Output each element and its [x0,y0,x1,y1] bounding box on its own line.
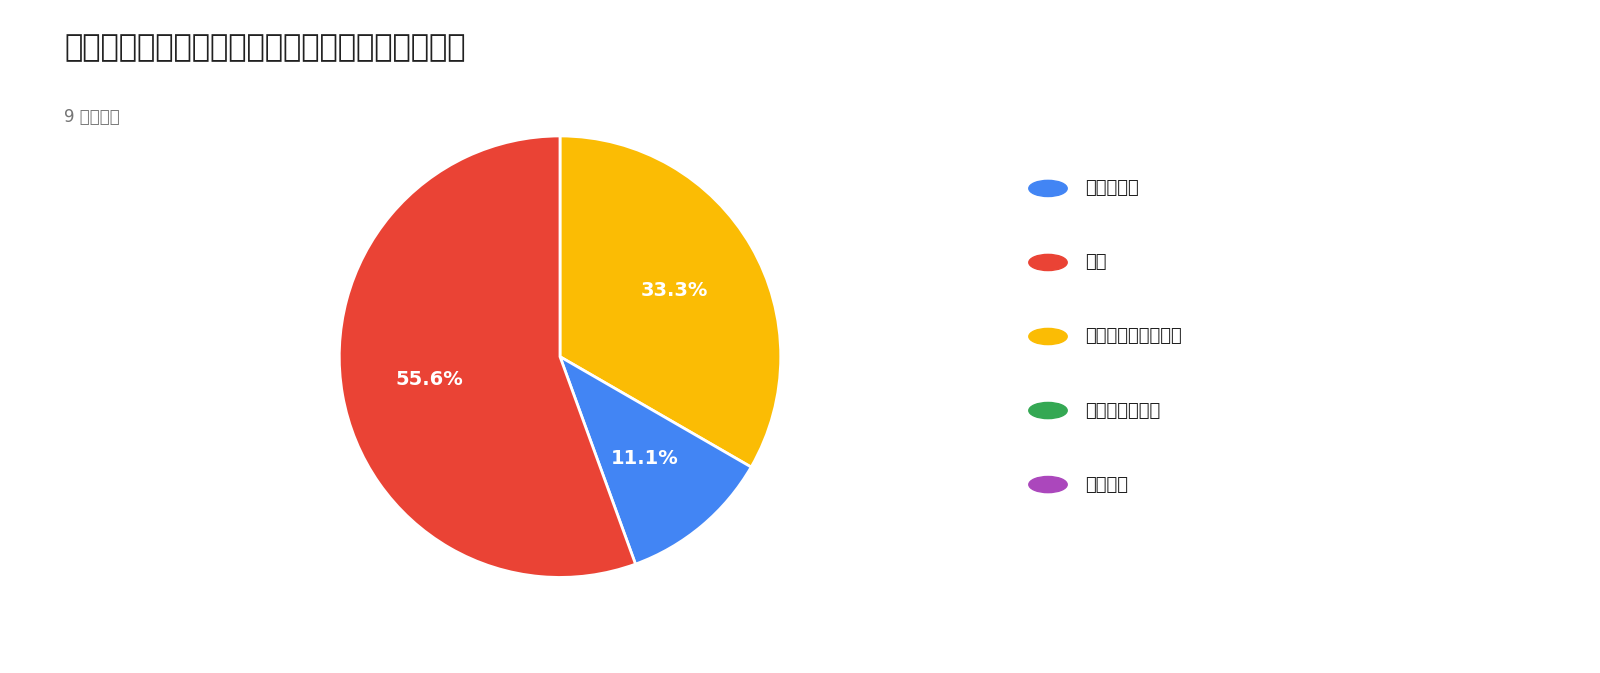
Wedge shape [560,136,781,467]
Text: 55.6%: 55.6% [395,370,464,389]
Text: 33.3%: 33.3% [642,281,709,300]
Wedge shape [560,357,750,564]
Text: 9 件の回答: 9 件の回答 [64,108,120,126]
Wedge shape [339,136,635,577]
Text: 11.1%: 11.1% [611,449,678,468]
Text: 石川労働局　石川県の障害者雇用の現状について: 石川労働局 石川県の障害者雇用の現状について [64,34,466,63]
Text: よい: よい [1085,254,1106,271]
Text: あまりよくない: あまりよくない [1085,402,1160,419]
Text: どちらとも言えない: どちらとも言えない [1085,328,1181,345]
Text: よくない: よくない [1085,476,1128,493]
Text: とてもよい: とてもよい [1085,180,1139,197]
